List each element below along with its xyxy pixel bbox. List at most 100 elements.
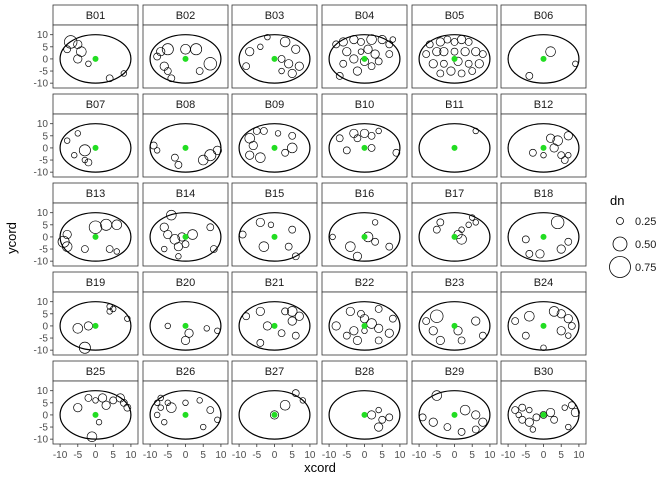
- tree-point: [74, 130, 81, 137]
- tree-point: [256, 339, 265, 347]
- y-tick-label: 0: [42, 54, 48, 65]
- y-tick-label: 5: [42, 309, 48, 320]
- plot-boundary-ellipse: [507, 301, 580, 351]
- tree-point: [120, 70, 127, 77]
- tree-point: [471, 316, 481, 326]
- tree-point: [166, 402, 177, 413]
- tree-point: [384, 328, 394, 338]
- tree-point: [149, 141, 158, 150]
- panel-strip-label: B01: [86, 10, 106, 22]
- panel-strip-label: B05: [445, 10, 465, 22]
- tree-point: [294, 311, 304, 321]
- plot-boundary-ellipse: [59, 34, 132, 84]
- y-tick-label: -10: [34, 435, 49, 446]
- tree-point: [203, 57, 217, 71]
- tree-point: [284, 242, 293, 251]
- panel-strip-label: B17: [445, 188, 465, 200]
- panel-B11: B11: [411, 93, 498, 178]
- tree-point: [371, 237, 379, 246]
- plot-boundary-ellipse: [238, 212, 311, 262]
- x-tick-label: 10: [304, 450, 316, 461]
- tree-point: [478, 50, 487, 58]
- tree-point: [72, 323, 84, 334]
- y-tick-label: 10: [37, 208, 49, 219]
- tree-point: [551, 215, 565, 230]
- tree-point: [564, 237, 573, 246]
- x-tick-label: 10: [394, 450, 406, 461]
- plot-center-marker: [182, 411, 189, 418]
- tree-point: [567, 401, 576, 410]
- y-tick-label: 5: [42, 42, 48, 53]
- tree-point: [101, 400, 111, 410]
- tree-point: [281, 307, 289, 316]
- y-tick-label: 5: [42, 131, 48, 142]
- plot-boundary-ellipse: [418, 212, 491, 262]
- x-tick-label: 0: [93, 450, 99, 461]
- plot-boundary-ellipse: [328, 34, 401, 84]
- tree-point: [431, 390, 443, 401]
- tree-point: [88, 220, 103, 234]
- tree-point: [515, 411, 522, 419]
- plot-center-marker: [182, 233, 189, 240]
- plot-center-marker: [92, 233, 99, 240]
- y-tick-label: -5: [39, 423, 48, 434]
- tree-point: [204, 149, 217, 162]
- tree-point: [464, 59, 473, 68]
- tree-point: [166, 209, 177, 221]
- tree-point: [105, 74, 114, 83]
- tree-point: [385, 40, 394, 49]
- panel-B19: B19: [52, 271, 139, 356]
- tree-point: [432, 47, 442, 57]
- panel-strip-label: B14: [176, 188, 196, 200]
- tree-point: [556, 244, 566, 254]
- tree-point: [163, 67, 172, 75]
- plot-center-marker: [361, 411, 368, 418]
- tree-point: [157, 404, 164, 411]
- panel-strip-label: B26: [176, 366, 196, 378]
- panel-B14: B14: [142, 182, 229, 267]
- y-tick-label: -10: [34, 257, 49, 268]
- panel-strip-label: B22: [355, 277, 375, 289]
- tree-point: [124, 315, 131, 322]
- tree-point: [269, 410, 280, 420]
- tree-point: [385, 242, 394, 251]
- legend-entry-label: 0.75: [635, 262, 656, 274]
- tree-point: [281, 148, 289, 157]
- panel-strip-label: B07: [86, 99, 106, 111]
- tree-point: [167, 74, 176, 83]
- plot-center-marker: [92, 322, 99, 329]
- panel-strip-label: B21: [265, 277, 285, 289]
- plot-boundary-ellipse: [149, 390, 222, 440]
- x-tick-label: -10: [412, 450, 427, 461]
- tree-point: [353, 134, 362, 143]
- plot-boundary-ellipse: [238, 390, 311, 440]
- tree-point: [385, 50, 394, 58]
- plot-boundary-ellipse: [328, 212, 401, 262]
- tree-point: [291, 389, 300, 397]
- tree-point: [525, 72, 534, 80]
- tree-point: [367, 62, 376, 71]
- size-legend: dn 0.25 0.50 0.75: [609, 193, 656, 278]
- axes: 1050-5-101050-5-101050-5-101050-5-101050…: [34, 30, 585, 461]
- tree-point: [349, 54, 359, 64]
- tree-point: [532, 413, 541, 422]
- x-tick-label: 0: [272, 450, 278, 461]
- x-axis-title: xcord: [304, 460, 336, 475]
- panel-B04: B04: [321, 4, 408, 89]
- tree-point: [159, 222, 169, 232]
- panel-plot-area: [321, 113, 408, 178]
- tree-point: [287, 316, 297, 326]
- panel-strip-label: B09: [265, 99, 285, 111]
- tree-point: [529, 426, 537, 433]
- panel-B28: B28: [321, 360, 408, 445]
- plot-boundary-ellipse: [507, 212, 580, 262]
- x-tick-label: -10: [322, 450, 337, 461]
- tree-point: [385, 413, 394, 422]
- plot-center-marker: [271, 55, 278, 62]
- x-tick-label: 0: [362, 450, 368, 461]
- x-tick-label: -5: [521, 450, 530, 461]
- tree-point: [299, 397, 306, 404]
- tree-point: [248, 140, 258, 151]
- tree-point: [474, 59, 484, 69]
